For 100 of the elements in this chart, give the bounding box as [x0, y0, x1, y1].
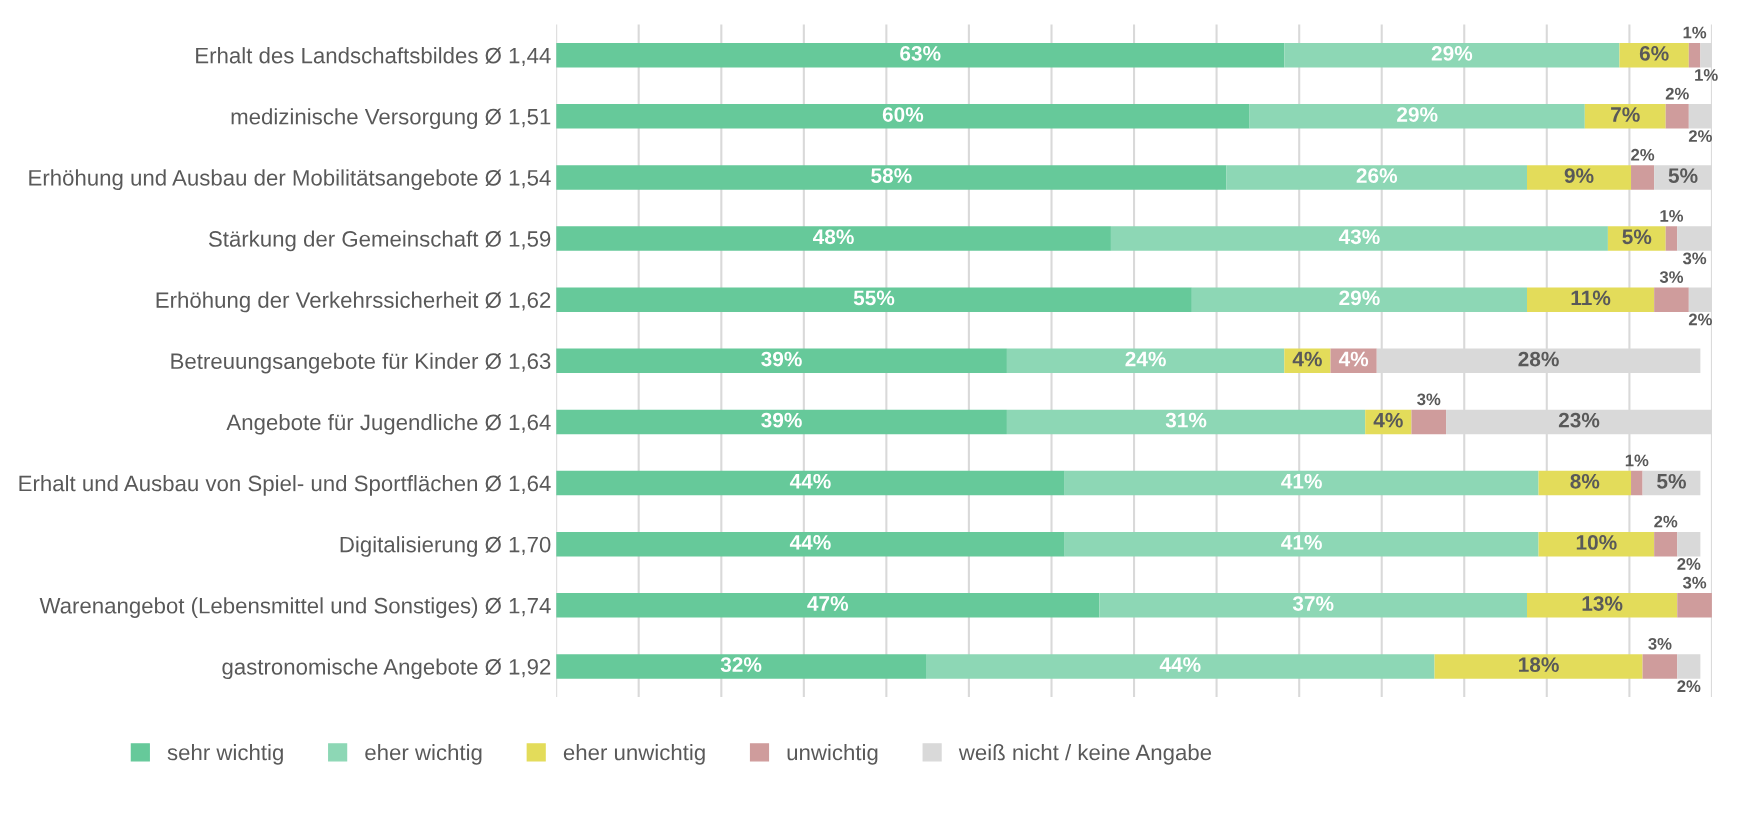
data-label: 2% [1665, 87, 1689, 100]
bar [1631, 470, 1643, 496]
bar [1527, 593, 1678, 618]
bar [556, 654, 927, 679]
bar [926, 654, 1435, 679]
data-label: 39% [761, 351, 802, 367]
data-label: 3% [1682, 252, 1707, 265]
data-label: 47% [807, 596, 849, 611]
bar [1411, 409, 1447, 435]
data-label: 5% [1668, 168, 1698, 184]
data-label: 9% [1564, 168, 1594, 184]
y-tick-label: Erhalt und Ausbau von Spiel- und Sportflächen Ø 1,64 [19, 475, 551, 496]
bar [1688, 42, 1701, 68]
data-label: 29% [1339, 290, 1380, 306]
data-label: 39% [761, 412, 802, 428]
data-label: 24% [1125, 351, 1166, 367]
bar [556, 348, 1007, 374]
y-tick-label: medizinische Versorgung Ø 1,51 [231, 108, 551, 129]
data-label: 3% [1648, 637, 1672, 650]
y-tick-label: Erhalt des Landschaftsbildes Ø 1,44 [196, 47, 551, 67]
y-tick-label: gastronomische Angebote Ø 1,92 [222, 658, 551, 680]
data-label: 44% [789, 535, 831, 550]
y-tick-label: Warenangebot (Lebensmittel und Sonstiges) Ø 1,74 [39, 597, 551, 618]
data-label: 2% [1688, 130, 1712, 142]
bar [1110, 226, 1608, 251]
data-label: 7% [1611, 107, 1640, 122]
y-tick-label: Erhöhung und Ausbau der Mobilitätsangebote Ø 1,54 [29, 169, 551, 191]
data-label: 13% [1582, 596, 1623, 611]
data-label: 4% [1292, 351, 1322, 367]
data-label: 18% [1519, 657, 1559, 673]
bar [1434, 654, 1643, 679]
data-label: 2% [1677, 558, 1701, 570]
data-label: 4% [1373, 412, 1403, 428]
data-label: 63% [900, 46, 941, 61]
bar [1527, 165, 1632, 190]
data-label: 44% [1159, 657, 1201, 672]
data-label: 60% [882, 107, 924, 122]
bar [1654, 531, 1678, 557]
data-label: 28% [1518, 351, 1559, 367]
bar [1006, 348, 1285, 374]
bar [556, 226, 1111, 251]
data-label: 29% [1397, 107, 1438, 122]
bar [1688, 287, 1712, 312]
data-label: 8% [1570, 473, 1600, 489]
data-label: 44% [789, 473, 831, 489]
legend-label: eher unwichtig [563, 744, 705, 765]
data-label: 5% [1657, 473, 1686, 489]
bar [1226, 165, 1528, 190]
legend-label: weiß nicht / keine Angabe [958, 744, 1212, 765]
bar [1688, 104, 1712, 129]
bar [1064, 470, 1539, 496]
bar [556, 287, 1192, 312]
data-label: 1% [1660, 210, 1684, 222]
bar [556, 409, 1007, 435]
data-label: 32% [720, 657, 762, 673]
bar [1191, 287, 1528, 312]
bar [1584, 104, 1666, 129]
bar [1665, 104, 1689, 129]
bar [556, 531, 1065, 557]
data-label: 31% [1165, 412, 1207, 428]
legend-label: unwichtig [787, 744, 878, 765]
bar [1677, 531, 1701, 557]
data-label: 43% [1338, 229, 1380, 245]
bar [1631, 165, 1655, 190]
bar [1284, 42, 1620, 68]
data-label: 2% [1677, 680, 1701, 693]
data-label: 4% [1338, 351, 1369, 367]
bar [1677, 226, 1712, 251]
data-label: 2% [1654, 515, 1678, 528]
bar [1665, 226, 1678, 251]
data-label: 26% [1356, 168, 1398, 184]
data-label: 6% [1639, 46, 1669, 61]
y-tick-label: Angebote für Jugendliche Ø 1,64 [226, 413, 551, 435]
data-label: 10% [1576, 535, 1617, 550]
data-label: 41% [1281, 473, 1322, 489]
bar [1677, 654, 1701, 679]
y-tick-label: Stärkung der Gemeinschaft Ø 1,59 [208, 230, 551, 252]
data-label: 2% [1688, 313, 1712, 326]
data-label: 48% [813, 229, 854, 245]
legend-label: sehr wichtig [167, 744, 283, 765]
bar [556, 470, 1065, 496]
bar [1642, 654, 1678, 679]
data-label: 55% [853, 290, 895, 306]
legend-label: eher wichtig [365, 744, 482, 765]
bar [1700, 42, 1712, 68]
y-tick-label: Digitalisierung Ø 1,70 [340, 536, 551, 557]
data-label: 37% [1292, 596, 1334, 611]
data-label: 11% [1571, 290, 1611, 306]
data-label: 5% [1622, 229, 1652, 245]
bar [556, 104, 1250, 129]
bar [1249, 104, 1585, 129]
data-label: 41% [1281, 535, 1322, 550]
y-tick-label: Betreuungsangebote für Kinder Ø 1,63 [171, 352, 551, 374]
y-tick-label: Erhöhung der Verkehrssicherheit Ø 1,62 [156, 291, 551, 313]
bar [1006, 409, 1366, 435]
bar [1654, 287, 1689, 312]
bar [556, 593, 1100, 618]
data-label: 23% [1558, 412, 1600, 428]
bar [556, 42, 1285, 68]
data-label: 3% [1417, 393, 1441, 406]
